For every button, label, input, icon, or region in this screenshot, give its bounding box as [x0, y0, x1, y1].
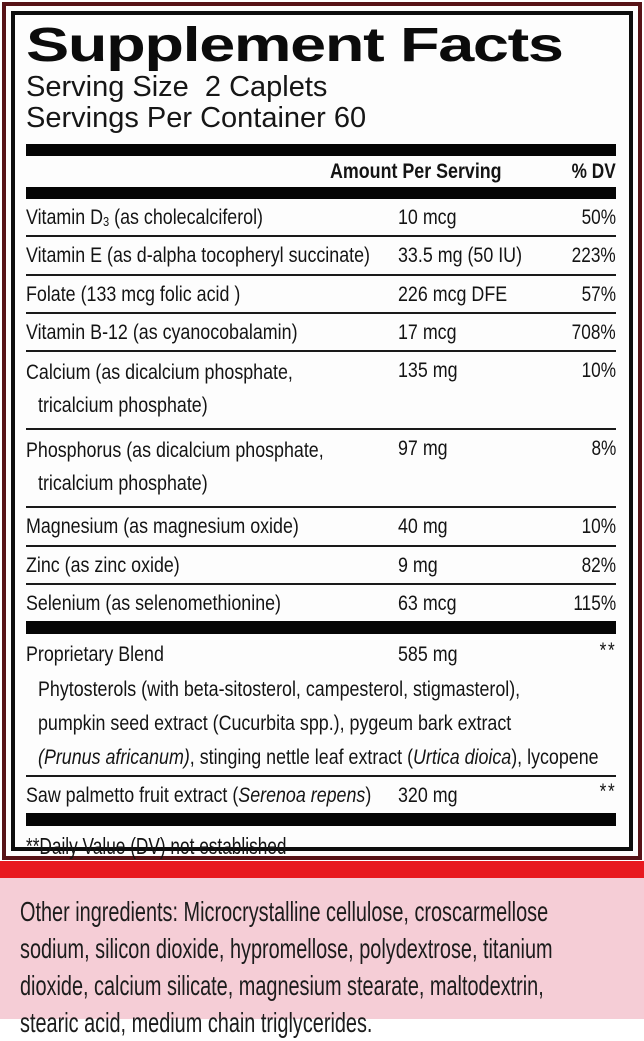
supplement-facts-panel: Supplement Facts Serving Size 2 Caplets … — [11, 11, 633, 859]
divider-bar-mid — [26, 621, 616, 635]
nutrient-amount: 97 mg — [398, 437, 448, 461]
nutrient-dv: 223% — [571, 244, 616, 268]
divider-bar-header — [26, 187, 616, 199]
divider-bar-bottom — [26, 812, 616, 826]
nutrient-dv: 10% — [581, 515, 616, 539]
nutrient-amount: 33.5 mg (50 IU) — [398, 244, 523, 268]
servings-per-container: Servings Per Container 60 — [26, 102, 367, 134]
proprietary-blend-row: Proprietary Blend 585 mg ** — [26, 634, 616, 672]
nutrient-amount: 10 mcg — [398, 206, 457, 229]
nutrient-amount: 9 mg — [398, 553, 438, 577]
latin-name: (Prunus africanum) — [38, 745, 190, 769]
supplement-label-frame: Supplement Facts Serving Size 2 Caplets … — [2, 2, 642, 860]
daily-value-footnote: **Daily Value (DV) not established — [26, 832, 287, 859]
nutrient-name: Folate (133 mcg folic acid ) — [26, 282, 241, 306]
column-header-row: Amount Per Serving % DV — [26, 156, 616, 187]
table-row: Vitamin E (as d-alpha tocopheryl succina… — [26, 235, 616, 273]
serving-size: Serving Size 2 Caplets — [26, 71, 328, 103]
other-ingredients-line: Other ingredients: Microcrystalline cell… — [20, 896, 549, 927]
table-row: Selenium (as selenomethionine) 63 mcg 11… — [26, 582, 616, 621]
nutrient-dv: 708% — [571, 320, 616, 344]
no-dv-asterisks: ** — [599, 639, 616, 663]
other-ingredients-line: stearic acid, medium chain triglycerides… — [20, 1007, 373, 1038]
nutrient-dv: 115% — [573, 591, 616, 615]
red-accent-band — [0, 861, 644, 878]
nutrient-dv: 50% — [581, 206, 616, 229]
nutrient-amount: 226 mcg DFE — [398, 282, 508, 306]
nutrient-name: Vitamin D3 (as cholecalciferol) — [26, 206, 263, 229]
nutrient-dv: 82% — [581, 553, 616, 577]
other-ingredients-line: sodium, silicon dioxide, hypromellose, p… — [20, 933, 553, 964]
nutrient-name: Vitamin E (as d-alpha tocopheryl succina… — [26, 244, 370, 268]
panel-title: Supplement Facts — [26, 19, 616, 72]
latin-name: Urtica dioica — [413, 745, 512, 769]
nutrient-dv: 57% — [581, 282, 616, 306]
table-row: Vitamin D3 (as cholecalciferol) 10 mcg 5… — [26, 199, 616, 235]
nutrient-name: Magnesium (as magnesium oxide) — [26, 515, 299, 539]
table-row: Magnesium (as magnesium oxide) 40 mg 10% — [26, 506, 616, 544]
nutrient-amount: 40 mg — [398, 515, 448, 539]
nutrient-name: Selenium (as selenomethionine) — [26, 591, 281, 615]
proprietary-blend-description: Phytosterols (with beta-sitosterol, camp… — [38, 677, 599, 769]
nutrient-dv: 8% — [591, 437, 616, 461]
nutrient-name: Calcium (as dicalcium phosphate, tricalc… — [26, 361, 293, 417]
subscript-3: 3 — [103, 213, 110, 229]
column-header-dv: % DV — [571, 160, 616, 183]
nutrient-amount: 135 mg — [398, 359, 458, 383]
table-row: Phosphorus (as dicalcium phosphate, tric… — [26, 428, 616, 506]
nutrient-name: Vitamin B-12 (as cyanocobalamin) — [26, 320, 298, 344]
table-row: Calcium (as dicalcium phosphate, tricalc… — [26, 350, 616, 428]
nutrient-name: Phosphorus (as dicalcium phosphate, tric… — [26, 439, 324, 495]
nutrient-dv: 10% — [581, 359, 616, 383]
nutrient-amount: 320 mg — [398, 783, 458, 807]
no-dv-asterisks: ** — [599, 779, 616, 803]
divider-bar-top — [26, 144, 616, 156]
saw-palmetto-row: Saw palmetto fruit extract (Serenoa repe… — [26, 774, 616, 813]
table-row: Vitamin B-12 (as cyanocobalamin) 17 mcg … — [26, 311, 616, 350]
nutrient-amount: 17 mcg — [398, 320, 457, 344]
latin-name: Serenoa repens — [238, 783, 366, 807]
nutrient-name: Proprietary Blend — [26, 643, 164, 667]
table-row: Zinc (as zinc oxide) 9 mg 82% — [26, 544, 616, 583]
other-ingredients-line: dioxide, calcium silicate, magnesium ste… — [20, 970, 544, 1001]
other-ingredients-section: Other ingredients: Microcrystalline cell… — [0, 878, 644, 1038]
nutrient-amount: 63 mcg — [398, 591, 457, 615]
nutrient-amount: 585 mg — [398, 643, 458, 667]
panel-title-text: Supplement Facts — [26, 19, 564, 72]
nutrient-dv: ** — [550, 639, 616, 668]
nutrient-dv: ** — [550, 780, 616, 809]
column-header-amount: Amount Per Serving — [330, 160, 503, 183]
table-row: Folate (133 mcg folic acid ) 226 mcg DFE… — [26, 273, 616, 312]
nutrient-name: Zinc (as zinc oxide) — [26, 553, 180, 577]
nutrient-name: Saw palmetto fruit extract (Serenoa repe… — [26, 783, 372, 807]
